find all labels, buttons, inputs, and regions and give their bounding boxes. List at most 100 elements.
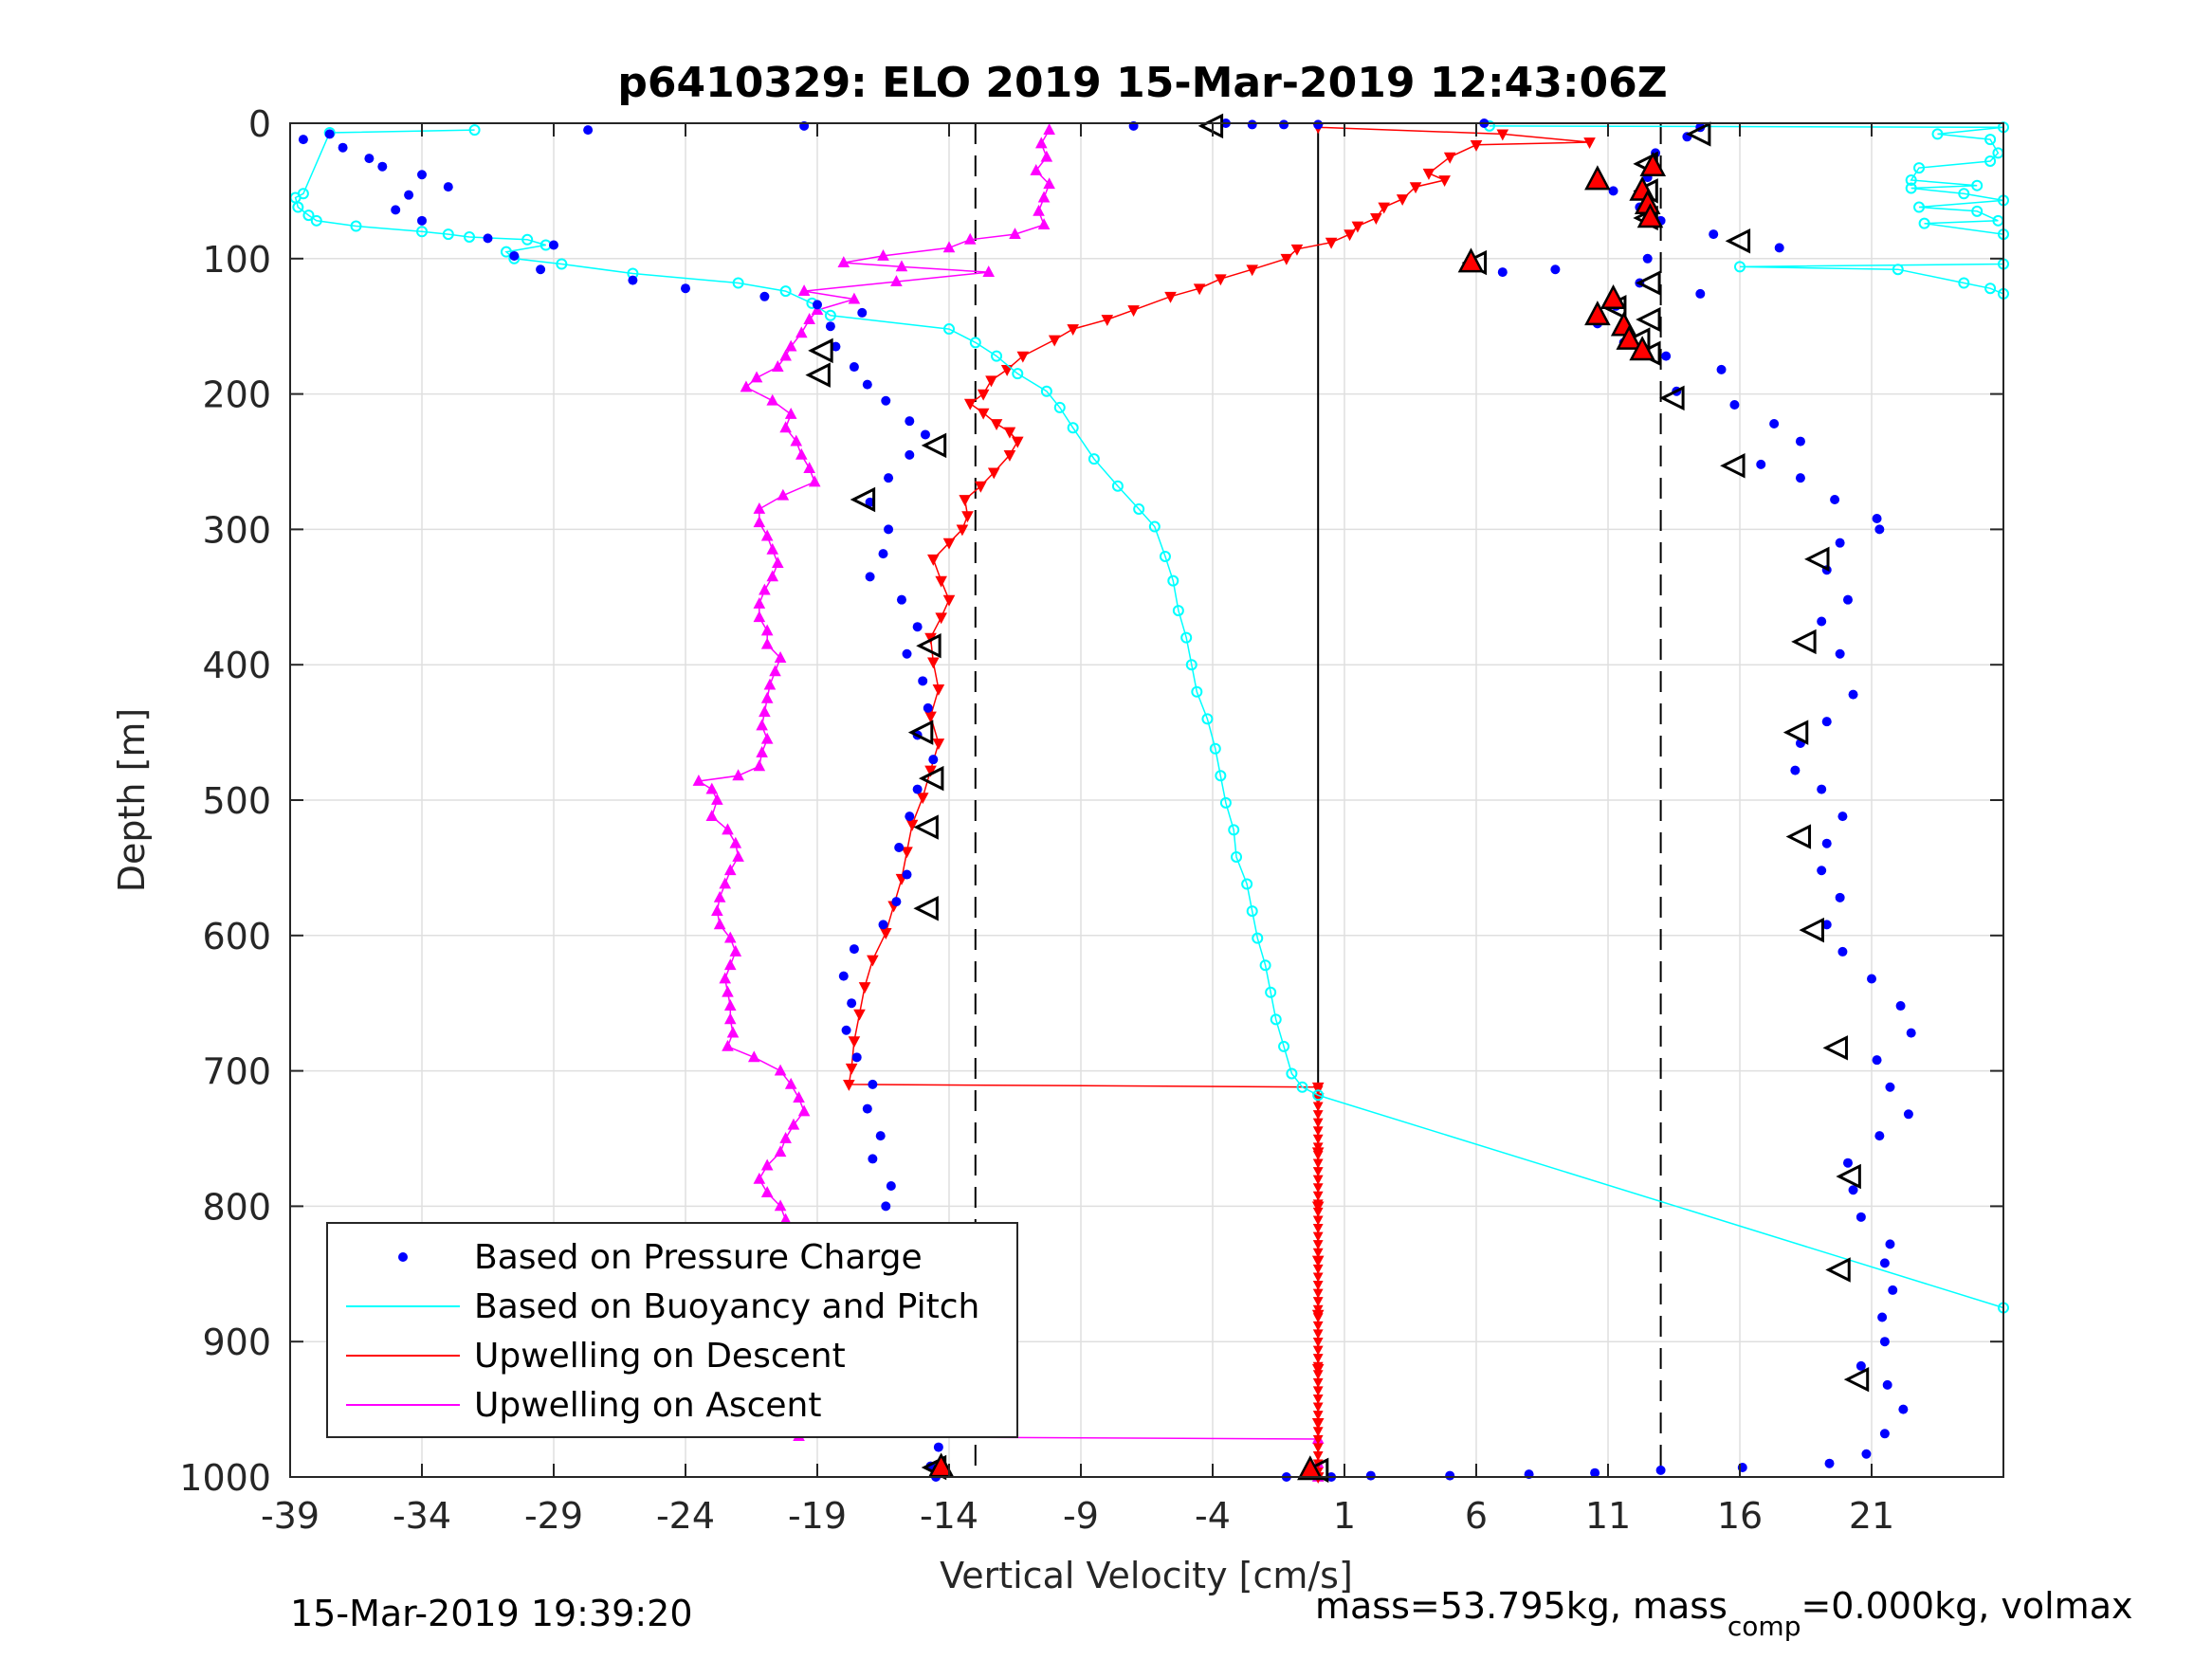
descent-point [1215, 274, 1227, 286]
pressure-point [1497, 267, 1508, 278]
buoyancy-point [1913, 162, 1926, 174]
ascent-point [756, 746, 768, 757]
descent-point [1312, 1134, 1324, 1144]
open-marker [1782, 720, 1809, 745]
ascent-point [1035, 137, 1048, 149]
descent-point [975, 481, 987, 493]
descent-point [1312, 1434, 1324, 1446]
buoyancy-point [1971, 205, 1983, 217]
buoyancy-point [1931, 128, 1944, 140]
pressure-point [881, 395, 891, 406]
pressure-point [443, 182, 453, 192]
pressure-point [1817, 784, 1827, 794]
pressure-point [862, 379, 872, 390]
y-tick-label: 800 [202, 1186, 271, 1228]
pressure-point [1885, 1239, 1895, 1249]
buoyancy-point [824, 309, 836, 321]
descent-point [1312, 1248, 1324, 1258]
pressure-point [928, 755, 939, 765]
descent-point [858, 982, 871, 994]
descent-point [1370, 213, 1382, 225]
buoyancy-point [442, 228, 454, 241]
pressure-point [896, 594, 906, 605]
buoyancy-point [1228, 824, 1240, 836]
descent-point [1312, 1411, 1324, 1421]
open-marker [805, 362, 831, 388]
descent-point [927, 554, 940, 566]
legend-label-descent: Upwelling on Descent [474, 1337, 846, 1376]
ascent-point [890, 275, 903, 286]
filled-marker [1600, 283, 1627, 309]
pressure-point [1821, 920, 1832, 930]
descent-point [1344, 229, 1356, 242]
pressure-point [1817, 866, 1827, 876]
ascent-point [772, 360, 784, 372]
ascent-point [753, 596, 766, 609]
pressure-point [1867, 974, 1876, 984]
pressure-point [902, 648, 912, 659]
ascent-point [963, 232, 977, 245]
pressure-point [404, 190, 414, 200]
pressure-point [1898, 1404, 1909, 1414]
pressure-point [364, 154, 375, 164]
ascent-point [769, 665, 781, 677]
pressure-point [868, 1154, 878, 1164]
descent-point [1312, 1361, 1324, 1372]
footer-mass-main: mass=53.795kg, mass [1315, 1585, 1728, 1627]
ascent-point [793, 1091, 805, 1103]
ascent-point [1043, 123, 1055, 136]
x-tick-label: -34 [393, 1495, 451, 1537]
ascent-point [774, 1145, 787, 1158]
descent-point [845, 1063, 858, 1075]
ascent-point [726, 1026, 740, 1038]
ascent-point [895, 260, 908, 272]
pressure-point [862, 1103, 872, 1114]
buoyancy-point [1913, 201, 1926, 213]
buoyancy-point [1918, 217, 1930, 229]
buoyancy-point [1040, 385, 1052, 397]
descent-point [1246, 264, 1258, 277]
pressure-point [1856, 1212, 1866, 1222]
ascent-point [732, 849, 744, 862]
descent-point [961, 511, 974, 523]
ascent-point [705, 810, 719, 822]
pressure-point [1842, 594, 1853, 605]
ascent-point [713, 890, 726, 902]
pressure-point [1888, 1285, 1898, 1295]
ascent-point [803, 313, 815, 324]
buoyancy-point [1053, 401, 1066, 413]
pressure-point [912, 622, 923, 632]
filled-marker [1639, 152, 1667, 177]
y-tick-label: 100 [202, 239, 271, 281]
filled-marker [1297, 1455, 1324, 1481]
pressure-point [1872, 513, 1882, 523]
pressure-point [1879, 1337, 1890, 1347]
legend-item-buoyancy: Based on Buoyancy and Pitch [346, 1287, 979, 1326]
buoyancy-point [1984, 134, 1997, 146]
pressure-point [825, 321, 835, 332]
ascent-point [722, 985, 734, 997]
descent-point [990, 419, 1003, 431]
descent-point [924, 711, 937, 723]
ascent-point [848, 292, 861, 304]
x-tick-label: -24 [656, 1495, 715, 1537]
ascent-point [722, 1039, 734, 1051]
pressure-point [849, 362, 859, 373]
buoyancy-point [1172, 605, 1184, 617]
filled-marker [1457, 247, 1485, 273]
descent-point [1351, 221, 1364, 233]
legend-box [326, 1222, 1018, 1438]
pressure-point [1695, 288, 1706, 299]
descent-point [1290, 244, 1304, 256]
x-tick-label: -19 [788, 1495, 847, 1537]
pressure-point [1729, 400, 1740, 410]
descent-point [1048, 335, 1061, 347]
descent-point [1312, 1386, 1324, 1396]
open-marker [1843, 1366, 1870, 1393]
descent-point [1312, 1240, 1324, 1250]
pressure-point [933, 1442, 943, 1452]
pressure-point [886, 1180, 896, 1191]
ascent-point [711, 793, 723, 805]
buoyancy-point [350, 220, 362, 232]
ascent-point [759, 705, 771, 718]
